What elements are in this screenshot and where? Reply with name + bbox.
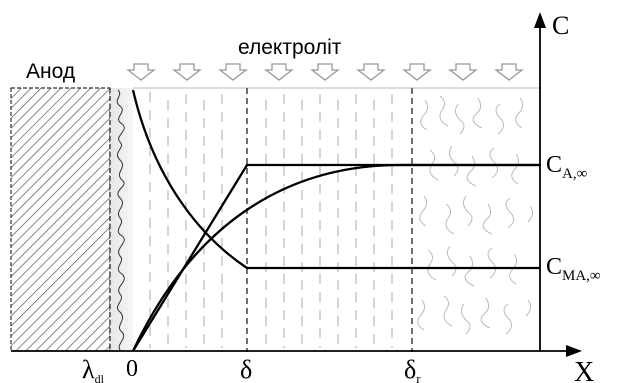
origin-label: 0 <box>126 356 138 382</box>
lambda-dl-label: λdl <box>82 355 105 383</box>
electrolyte-flow-arrows <box>126 63 524 81</box>
down-arrow-icon <box>172 63 202 81</box>
concentration-curves <box>131 89 540 352</box>
curve-c-ma <box>131 89 540 270</box>
c-axis-arrow-icon <box>534 12 546 28</box>
down-arrow-icon <box>356 63 386 81</box>
down-arrow-icon <box>310 63 340 81</box>
c-a-label: CA,∞ <box>546 152 587 182</box>
c-ma-label: CMA,∞ <box>546 254 601 284</box>
curve-c-a-exponential <box>131 163 540 352</box>
delta-label: δ <box>240 355 252 383</box>
anode-label: Анод <box>26 60 75 83</box>
rough-surface-line <box>116 89 125 351</box>
down-arrow-icon <box>402 63 432 81</box>
down-arrow-icon <box>448 63 478 81</box>
c-axis-label: C <box>552 11 569 40</box>
down-arrow-icon <box>218 63 248 81</box>
electrolyte-label: електроліт <box>238 36 342 59</box>
diffusion-zone-dashes <box>149 92 393 348</box>
bulk-turbulence-marks <box>417 95 534 335</box>
delta-r-label: δr <box>404 355 421 383</box>
anode-block <box>10 87 111 352</box>
down-arrow-icon <box>126 63 156 81</box>
x-axis-label: X <box>574 357 594 383</box>
down-arrow-icon <box>264 63 294 81</box>
x-axis-arrow-icon <box>566 345 582 357</box>
down-arrow-icon <box>494 63 524 81</box>
